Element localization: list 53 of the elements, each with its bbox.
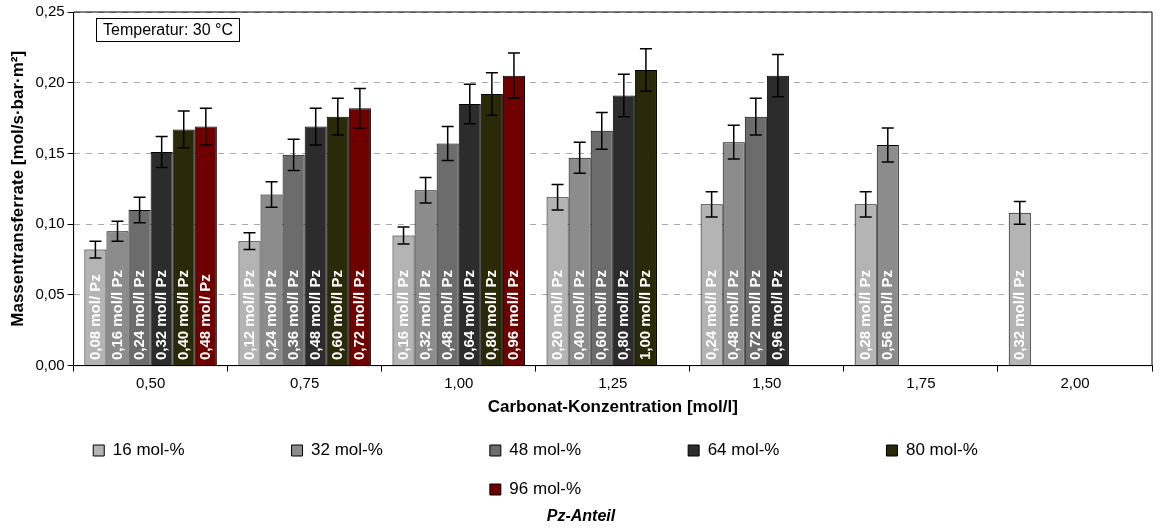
x-tick-label: 0,75 [290, 373, 320, 391]
annotation: 0,80 mol/l Pz [482, 270, 499, 361]
annotation: 0,40 mol/l Pz [569, 270, 587, 361]
annotation: 0,24 mol/l Pz [129, 270, 147, 361]
annotation: 0,56 mol/l Pz [877, 270, 895, 361]
legend-label: 64 mol-% [707, 440, 865, 460]
y-tick-label: 0,10 [35, 214, 65, 232]
annotation: 0,48 mol/l Pz [723, 270, 741, 361]
annotation: 0,48 mol/l Pz [305, 270, 323, 361]
x-axis-title: Carbonat-Konzentration [mol/l] [487, 397, 738, 417]
annotation: 0,96 mol/l Pz [768, 270, 786, 361]
y-tick-label: 0,15 [35, 143, 65, 161]
annotation: 0,72 mol/l Pz [350, 270, 368, 361]
legend-label: 16 mol-% [112, 440, 270, 460]
x-tick-label: 2,00 [1060, 373, 1090, 391]
x-tick-label: 1,50 [752, 373, 782, 391]
annotation: Temperatur: 30 °C [96, 18, 241, 42]
annotation: 1,00 mol/l Pz [636, 270, 654, 361]
annotation: 0,20 mol/l Pz [547, 270, 565, 361]
annotation: 0,32 mol/l Pz [415, 270, 433, 361]
y-tick-label: 0,25 [35, 2, 65, 20]
annotation: 0,64 mol/l Pz [459, 270, 477, 361]
annotation: 0,48 mol/ Pz [195, 274, 213, 361]
x-tick-label: 1,75 [906, 373, 936, 391]
annotation: 0,36 mol/l Pz [283, 270, 301, 361]
legend-label: 48 mol-% [509, 440, 667, 460]
annotation: 0,60 mol/l Pz [327, 270, 345, 361]
annotation: 0,48 mol/l Pz [437, 270, 455, 361]
y-tick-label: 0,05 [35, 285, 65, 303]
annotation: 0,40 mol/l Pz [173, 270, 191, 361]
annotation: 0,24 mol/l Pz [701, 270, 719, 361]
annotation: 0,32 mol/l Pz [151, 270, 169, 361]
y-tick-label: 0,20 [35, 72, 65, 90]
legend-label: 80 mol-% [905, 440, 1063, 460]
annotation: 0,96 mol/l Pz [504, 270, 522, 361]
legend-title: Pz-Anteil [545, 507, 617, 525]
x-tick-label: 1,00 [444, 373, 474, 391]
y-axis-title: Massentransferrate [mol/s·bar·m²] [7, 50, 27, 327]
annotation: 0,12 mol/l Pz [239, 270, 257, 361]
annotation: 0,72 mol/l Pz [745, 270, 763, 361]
annotation: 0,16 mol/l Pz [393, 270, 411, 361]
legend-label: 96 mol-% [509, 479, 667, 499]
annotation: 0,08 mol/ Pz [85, 274, 103, 361]
annotation: 0,60 mol/l Pz [591, 270, 609, 361]
y-tick-label: 0,00 [35, 355, 65, 373]
annotation: 0,24 mol/l Pz [261, 270, 279, 361]
x-tick-label: 1,25 [598, 373, 628, 391]
annotation: 0,32 mol/l Pz [1009, 270, 1027, 361]
annotation: 0,16 mol/l Pz [107, 270, 125, 361]
annotation: 0,28 mol/l Pz [855, 270, 873, 361]
x-tick-label: 0,50 [136, 373, 166, 391]
legend-label: 32 mol-% [311, 440, 468, 460]
annotation: 0,80 mol/l Pz [613, 270, 631, 361]
